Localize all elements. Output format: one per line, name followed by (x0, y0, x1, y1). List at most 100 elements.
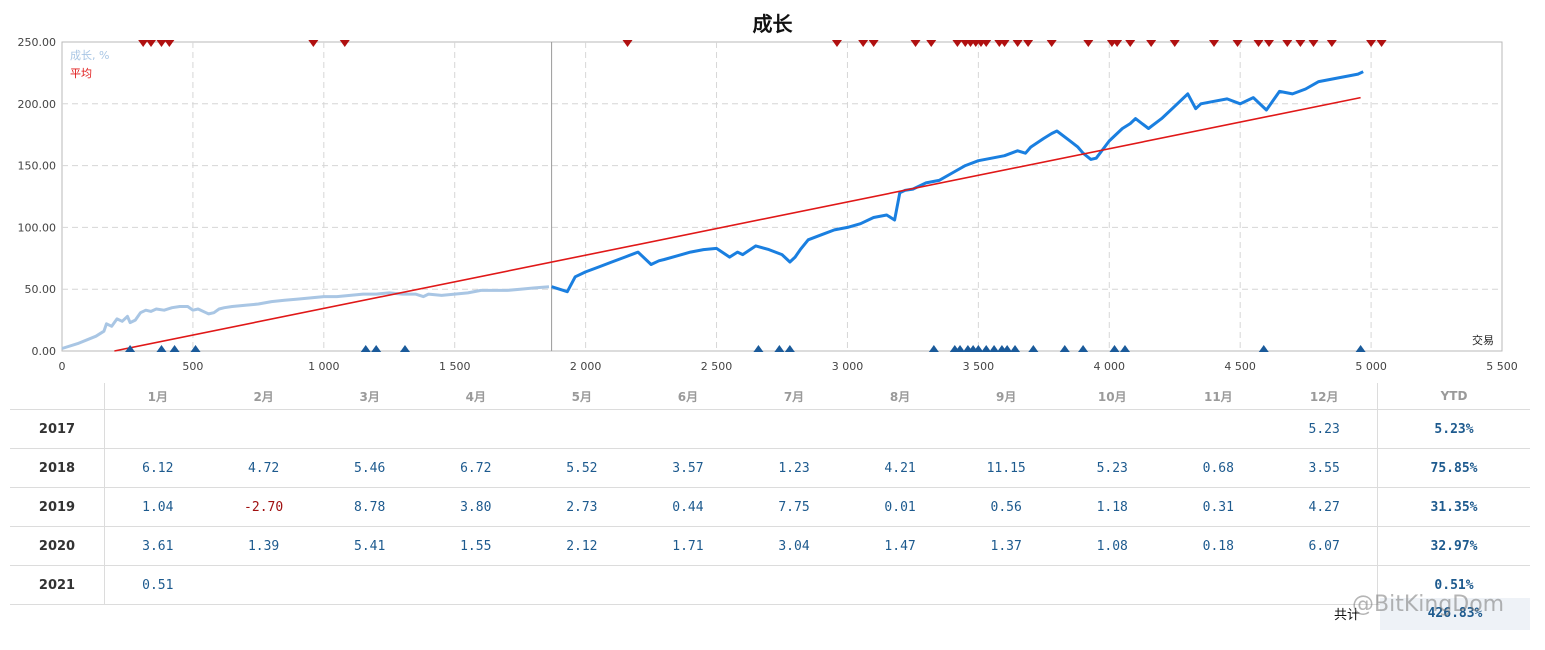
y-tick-label: 50.00 (25, 283, 57, 296)
y-tick-label: 150.00 (18, 160, 57, 173)
sell-marker (1209, 40, 1219, 47)
month-value-cell (528, 409, 635, 449)
month-value-cell: 5.23 (1271, 409, 1378, 449)
year-cell: 2017 (10, 409, 105, 449)
buy-marker (973, 345, 984, 352)
month-value-cell: 11.15 (953, 448, 1060, 488)
buy-marker (981, 345, 992, 352)
month-value-cell: 3.57 (634, 448, 741, 488)
x-tick-label: 1 500 (439, 360, 471, 373)
month-value-cell: 1.39 (210, 526, 317, 566)
watermark: @BitKingDom (1352, 592, 1505, 617)
x-tick-label: 2 000 (570, 360, 602, 373)
year-cell: 2020 (10, 526, 105, 566)
month-value-cell: 0.01 (847, 487, 954, 527)
month-column-header: 2月 (210, 383, 317, 410)
month-value-cell: 8.78 (316, 487, 423, 527)
sell-marker (1282, 40, 1293, 47)
buy-marker (1355, 345, 1366, 352)
month-value-cell: 1.37 (953, 526, 1060, 566)
sell-marker (1295, 40, 1306, 47)
sell-marker (138, 40, 149, 47)
table-body: 2017 5.23 5.23% 2018 6.12 4.72 5.46 6.72 5.52 3.5… (10, 409, 1530, 605)
month-value-cell (422, 565, 529, 605)
month-column-header: 6月 (634, 383, 741, 410)
average-series-line (114, 96, 1361, 352)
table-header-row: 1月 2月 3月 4月 5月 6月 7月 8月 9月 10月 11月 12月 YTD (10, 383, 1530, 410)
month-value-cell (953, 565, 1060, 605)
month-column-header: 1月 (104, 383, 211, 410)
month-value-cell (740, 565, 848, 605)
x-tick-label: 1 000 (308, 360, 340, 373)
total-label: 共计 (1334, 608, 1361, 623)
buy-marker (1002, 345, 1013, 352)
chart-title: 成长 (752, 12, 793, 36)
sell-marker (308, 40, 319, 47)
buy-marker (190, 345, 201, 352)
table-row: 2020 3.61 1.39 5.41 1.55 2.12 1.71 3.04 1.47 1.37… (10, 526, 1530, 566)
buy-marker (125, 345, 136, 352)
buy-marker (1109, 345, 1120, 352)
month-value-cell: 0.44 (634, 487, 741, 527)
growth-chart: 成长 0.00 50.00 100.00 150.00 200.00 250.00 0 500… (18, 12, 1518, 373)
buy-marker (753, 345, 764, 352)
month-value-cell: 3.61 (104, 526, 211, 566)
sell-marker (926, 40, 937, 47)
year-column-header (10, 383, 105, 410)
month-value-cell: 3.80 (422, 487, 529, 527)
buy-marker (371, 345, 382, 352)
buy-marker (1078, 345, 1089, 352)
legend-average: 平均 (70, 67, 92, 80)
sell-marker (1326, 40, 1337, 47)
sell-marker (164, 40, 175, 47)
buy-marker (1119, 345, 1130, 352)
sell-marker (1146, 40, 1157, 47)
ytd-cell: 32.97% (1377, 526, 1530, 566)
buy-marker (1059, 345, 1070, 352)
sell-marker (156, 40, 167, 47)
month-value-cell (847, 409, 954, 449)
total-value: 426.83% (1380, 598, 1530, 630)
x-tick-label: 5 000 (1355, 360, 1387, 373)
month-value-cell: 1.04 (104, 487, 211, 527)
buy-marker (169, 345, 180, 352)
month-value-cell: 3.04 (740, 526, 848, 566)
ytd-cell: 75.85% (1377, 448, 1530, 488)
month-value-cell: 4.72 (210, 448, 317, 488)
buy-marker (399, 345, 410, 352)
y-tick-label: 250.00 (18, 36, 57, 49)
month-value-cell: 1.23 (740, 448, 848, 488)
sell-marker (1046, 40, 1057, 47)
buy-marker (774, 345, 785, 352)
growth-series-line-recent (551, 70, 1364, 294)
x-tick-label: 500 (182, 360, 203, 373)
plot-area (61, 41, 1503, 352)
month-value-cell: 5.52 (528, 448, 635, 488)
buy-marker (1258, 345, 1269, 352)
buy-marker (928, 345, 939, 352)
month-value-cell: 0.56 (953, 487, 1060, 527)
table-row: 2018 6.12 4.72 5.46 6.72 5.52 3.57 1.23 4.21 11.1… (10, 448, 1530, 488)
buy-marker (1028, 345, 1039, 352)
table-row: 2021 0.51 0.51% (10, 565, 1530, 605)
month-value-cell (847, 565, 954, 605)
sell-marker (858, 40, 869, 47)
sell-marker (868, 40, 879, 47)
sell-marker (1232, 40, 1243, 47)
growth-series-line-history (61, 285, 550, 350)
sell-marker (1366, 40, 1377, 47)
month-value-cell: 5.41 (316, 526, 423, 566)
month-value-cell: 2.73 (528, 487, 635, 527)
month-column-header: 9月 (953, 383, 1060, 410)
month-value-cell: 1.18 (1059, 487, 1166, 527)
x-tick-label: 5 500 (1486, 360, 1518, 373)
x-tick-label: 3 000 (832, 360, 864, 373)
x-tick-label: 2 500 (701, 360, 733, 373)
sell-marker (1308, 40, 1319, 47)
y-tick-label: 100.00 (18, 221, 57, 234)
month-value-cell: 5.46 (316, 448, 423, 488)
month-value-cell (953, 409, 1060, 449)
month-value-cell (634, 409, 741, 449)
month-value-cell: 4.27 (1271, 487, 1378, 527)
month-value-cell (1271, 565, 1378, 605)
